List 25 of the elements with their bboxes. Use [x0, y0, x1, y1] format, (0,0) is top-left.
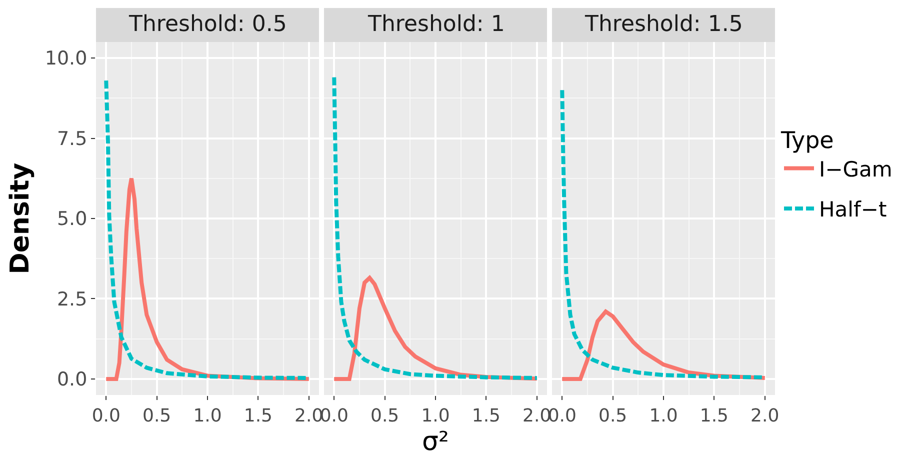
chart-title: Threshold: 0.5 — [128, 12, 287, 37]
legend-title: Type — [780, 128, 834, 154]
x-tick-label: 1.0 — [193, 406, 222, 427]
y-tick-label: 10.0 — [44, 48, 88, 70]
y-axis-title: Density — [5, 162, 36, 274]
chart-title: Threshold: 1 — [367, 12, 505, 37]
x-tick-label: 0.5 — [370, 406, 400, 427]
chart-title: Threshold: 1.5 — [584, 12, 743, 37]
x-axis-title: σ² — [422, 427, 449, 457]
x-tick-label: 0.0 — [92, 406, 120, 427]
legend-label: I−Gam — [819, 157, 892, 182]
x-tick-label: 2.0 — [750, 406, 780, 427]
x-tick-label: 1.5 — [472, 406, 500, 427]
legend-label: Half−t — [819, 198, 887, 222]
x-tick-label: 1.5 — [700, 406, 728, 427]
x-tick-label: 0.5 — [598, 406, 628, 427]
line-series — [104, 78, 311, 380]
y-tick-label: 5.0 — [56, 208, 88, 230]
x-tick-label: 1.0 — [421, 406, 450, 427]
y-tick-label: 0.0 — [56, 368, 88, 391]
y-tick-label: 2.5 — [56, 288, 88, 310]
x-tick-label: 1.5 — [244, 406, 272, 427]
x-tick-label: 0.5 — [142, 406, 172, 427]
x-tick-label: 1.0 — [649, 406, 678, 427]
y-tick-label: 7.5 — [56, 128, 88, 150]
